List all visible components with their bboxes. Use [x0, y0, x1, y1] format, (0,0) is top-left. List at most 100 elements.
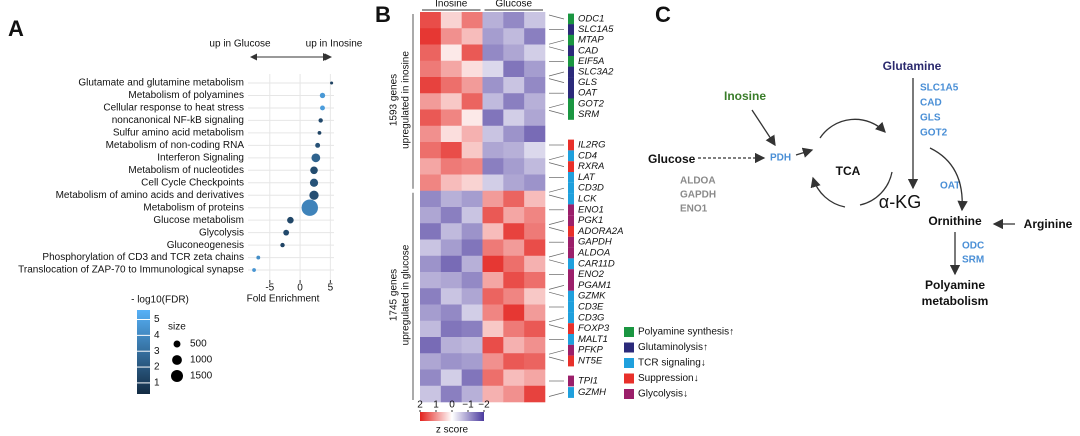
- gene-label: LAT: [578, 172, 596, 183]
- gene-annotation: [568, 236, 574, 248]
- heat-cell: [461, 125, 483, 143]
- gene-annotation: [568, 24, 574, 35]
- enzyme: PDH: [770, 153, 791, 164]
- size-legend-dot: [172, 355, 182, 365]
- heat-cell: [420, 93, 442, 110]
- heat-cell: [420, 239, 442, 257]
- heat-cell: [503, 190, 525, 208]
- heat-cell: [482, 207, 504, 224]
- heat-cell: [482, 190, 504, 208]
- heat-cell: [503, 93, 525, 110]
- heat-cell: [482, 369, 504, 387]
- cycle-arc: [810, 176, 846, 208]
- gene-label: EIF5A: [578, 56, 604, 67]
- legend-label: Suppression↓: [638, 373, 699, 384]
- heat-cell: [524, 125, 546, 143]
- legend-label: Polyamine synthesis↑: [638, 327, 734, 338]
- gene-annotation: [568, 34, 574, 46]
- heat-cell: [482, 288, 504, 305]
- heat-cell: [440, 288, 462, 305]
- size-legend-label: 500: [190, 339, 207, 350]
- metabolite: Inosine: [724, 89, 766, 103]
- x-axis-title: Fold Enrichment: [247, 294, 320, 305]
- gene-connector: [548, 14, 565, 20]
- gene-annotation: [568, 56, 574, 67]
- gene-label: SRM: [578, 109, 599, 120]
- y-tick-label: Glucose metabolism: [153, 215, 244, 226]
- heat-cell: [440, 304, 462, 322]
- dot: [320, 105, 325, 111]
- heat-cell: [524, 77, 546, 94]
- heat-cell: [461, 190, 483, 208]
- column-group-label: Inosine: [435, 0, 468, 10]
- cycle-label: TCA: [836, 164, 861, 178]
- legend-tick-label: 2: [154, 362, 160, 373]
- heat-cell: [503, 77, 525, 94]
- gene-annotation: [568, 344, 574, 356]
- heat-cell: [420, 353, 442, 370]
- gene-annotation: [568, 258, 574, 270]
- heat-cell: [440, 272, 462, 289]
- gene-connector: [548, 194, 565, 200]
- legend-tick-label: 5: [154, 314, 160, 325]
- gene-connector: [548, 259, 565, 265]
- cycle-arc: [859, 171, 893, 206]
- gene-label: ODC1: [578, 14, 604, 25]
- dot: [301, 199, 318, 216]
- gene-annotation: [568, 269, 574, 280]
- heat-cell: [461, 223, 483, 240]
- direction-label: up in Glucose: [209, 39, 271, 50]
- heat-cell: [524, 337, 546, 354]
- heat-cell: [503, 142, 525, 159]
- enzyme: CAD: [920, 98, 942, 109]
- heat-cell: [503, 223, 525, 240]
- heat-cell: [482, 223, 504, 240]
- gene-connector: [548, 220, 565, 225]
- heat-cell: [503, 385, 525, 403]
- gene-label: SLC3A2: [578, 67, 614, 78]
- heat-cell: [524, 272, 546, 289]
- gene-label: CAR11D: [578, 258, 615, 269]
- heat-cell: [503, 207, 525, 224]
- dot: [317, 130, 322, 135]
- gene-label: GZMK: [578, 291, 606, 302]
- gene-connector: [548, 39, 565, 45]
- y-tick-label: Metabolism of amino acids and derivative…: [56, 190, 244, 201]
- gene-label: CD3E: [578, 302, 604, 313]
- direction-label: up in Inosine: [306, 39, 363, 50]
- gene-label: MALT1: [578, 334, 608, 345]
- size-legend-dot: [171, 370, 183, 382]
- heat-cell: [420, 272, 442, 289]
- gene-label: IL2RG: [578, 140, 605, 151]
- heat-cell: [420, 12, 442, 29]
- heat-cell: [420, 158, 442, 175]
- heat-cell: [503, 337, 525, 354]
- heat-cell: [461, 207, 483, 224]
- gene-annotation: [568, 375, 574, 387]
- heat-cell: [440, 77, 462, 94]
- gene-annotation: [568, 215, 574, 226]
- gene-annotation: [568, 87, 574, 99]
- heat-cell: [440, 337, 462, 354]
- gene-label: PFKP: [578, 345, 603, 356]
- gene-label: PGK1: [578, 215, 603, 226]
- gene-annotation: [568, 150, 574, 162]
- heat-cell: [461, 174, 483, 192]
- gene-annotation: [568, 109, 574, 120]
- heat-cell: [440, 93, 462, 110]
- legend-tick-label: 1: [154, 378, 160, 389]
- gene-annotation: [568, 204, 574, 216]
- colorbar: [137, 310, 150, 394]
- heat-cell: [524, 353, 546, 370]
- heat-cell: [482, 158, 504, 175]
- heat-cell: [420, 60, 442, 78]
- heat-cell: [420, 190, 442, 208]
- heat-cell: [482, 12, 504, 29]
- heat-cell: [461, 142, 483, 159]
- dot: [256, 255, 261, 260]
- metabolite: Glutamine: [883, 59, 942, 73]
- row-group-label: upregulated in glucose: [401, 244, 412, 345]
- arrow: [929, 147, 968, 212]
- heat-cell: [440, 60, 462, 78]
- heat-cell: [524, 223, 546, 240]
